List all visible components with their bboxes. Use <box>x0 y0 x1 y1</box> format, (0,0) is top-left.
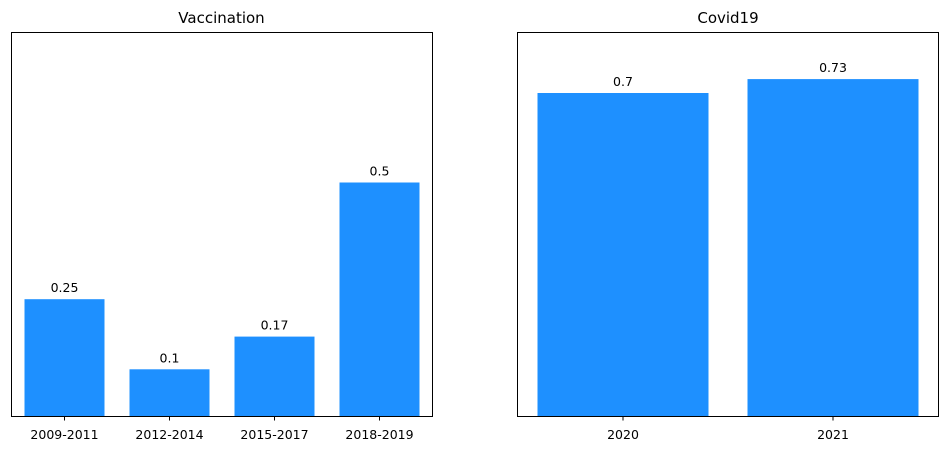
vaccination-x-ticks: 2009-2011 2012-2014 2015-2017 2018-2019 <box>30 416 414 442</box>
covid19-bar-0 <box>537 93 709 416</box>
vaccination-bar-2 <box>234 336 315 416</box>
vaccination-tick-label-3: 2018-2019 <box>345 427 413 442</box>
vaccination-value-label-1: 0.1 <box>160 350 180 365</box>
vaccination-chart: Vaccination 0.25 0.1 0.17 0.5 2009-2011 2012… <box>11 9 433 442</box>
covid19-value-label-1: 0.73 <box>819 60 847 75</box>
vaccination-tick-label-0: 2009-2011 <box>30 427 98 442</box>
vaccination-chart-title: Vaccination <box>178 9 264 27</box>
covid19-bars <box>537 79 919 416</box>
vaccination-tick-label-1: 2012-2014 <box>135 427 203 442</box>
covid19-value-label-0: 0.7 <box>613 74 633 89</box>
covid19-chart: Covid19 0.7 0.73 2020 2021 <box>517 9 939 442</box>
vaccination-bar-0 <box>24 299 105 416</box>
covid19-chart-title: Covid19 <box>697 9 758 27</box>
covid19-value-labels: 0.7 0.73 <box>613 60 847 89</box>
vaccination-bar-1 <box>129 369 210 416</box>
covid19-chart-frame <box>517 32 939 417</box>
vaccination-value-label-0: 0.25 <box>51 280 79 295</box>
vaccination-bars <box>24 182 420 416</box>
vaccination-bar-3 <box>339 182 420 416</box>
covid19-bar-1 <box>747 79 919 416</box>
covid19-x-ticks: 2020 2021 <box>607 416 849 442</box>
covid19-tick-label-1: 2021 <box>817 427 849 442</box>
vaccination-value-label-2: 0.17 <box>261 318 289 333</box>
vaccination-tick-label-2: 2015-2017 <box>240 427 308 442</box>
covid19-tick-label-0: 2020 <box>607 427 639 442</box>
vaccination-chart-frame <box>11 32 433 417</box>
vaccination-value-label-3: 0.5 <box>370 164 390 179</box>
vaccination-value-labels: 0.25 0.1 0.17 0.5 <box>51 164 390 366</box>
